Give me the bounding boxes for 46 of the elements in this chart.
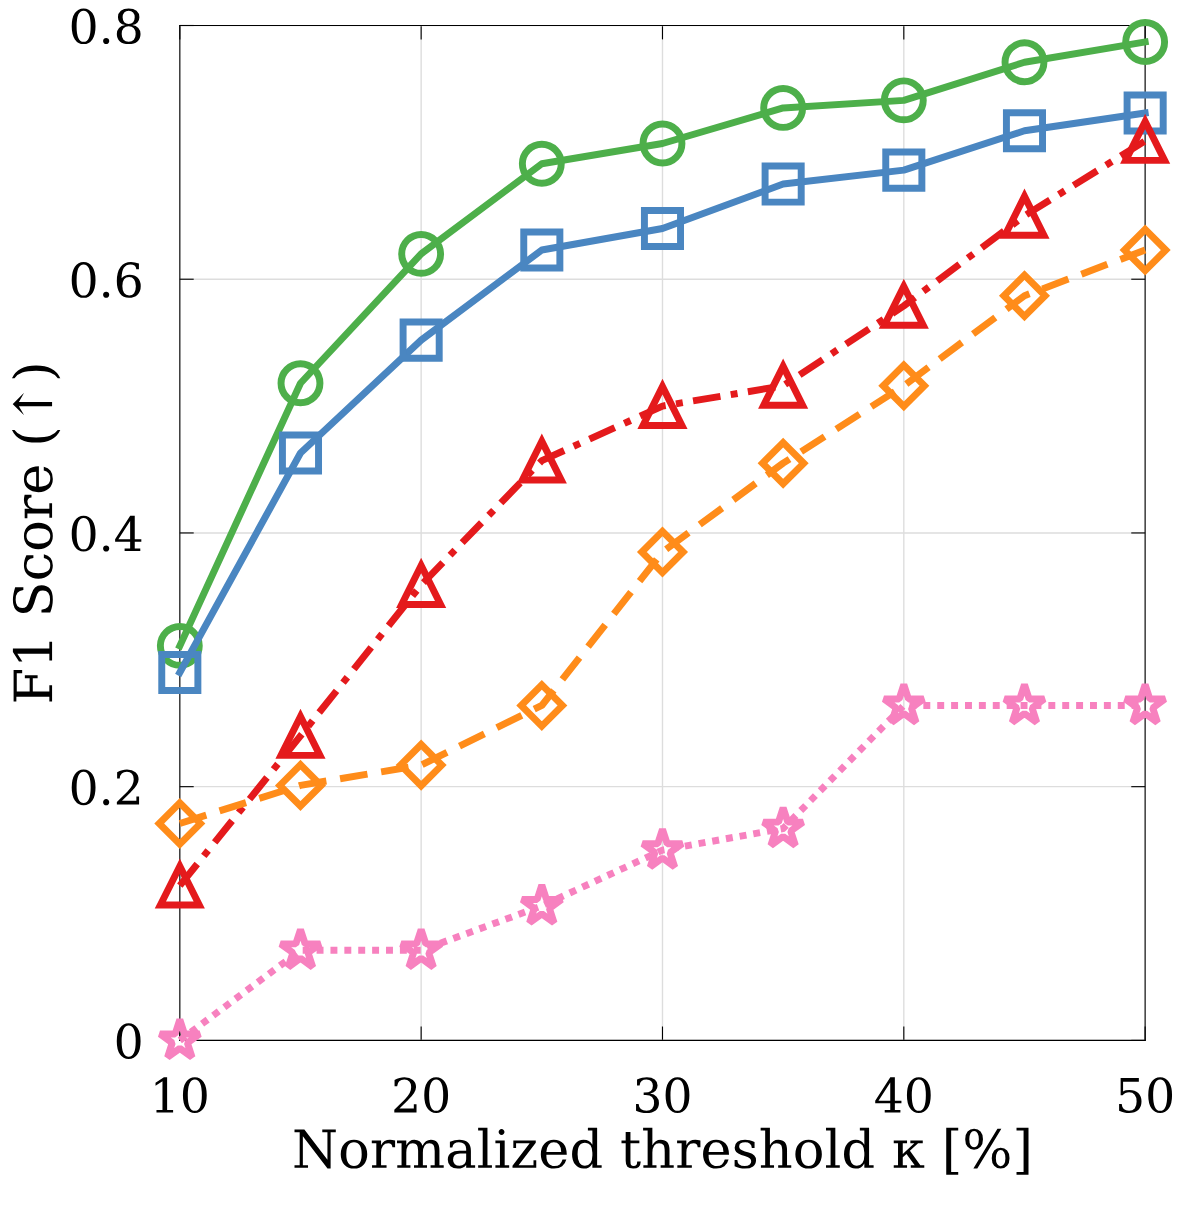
point [156, 1016, 204, 1061]
point [1000, 271, 1049, 320]
point [639, 120, 686, 167]
point [880, 681, 928, 726]
point [517, 681, 566, 730]
point [1002, 109, 1046, 153]
point [1001, 681, 1048, 726]
point [882, 148, 926, 192]
point [397, 741, 446, 790]
point [760, 85, 807, 131]
point [640, 206, 685, 250]
y-axis-title: F1 Score (↑) [11, 365, 61, 702]
point [1121, 225, 1170, 275]
y-tick-label: 0 [116, 1023, 141, 1060]
point [759, 804, 807, 849]
point [759, 439, 808, 488]
y-tick-label: 0.8 [71, 8, 141, 45]
x-tick-label: 30 [636, 1077, 690, 1114]
point [155, 799, 204, 848]
point [277, 360, 324, 407]
y-tick-label: 0.2 [71, 769, 140, 806]
point [1001, 39, 1048, 86]
point [399, 318, 443, 362]
point [518, 881, 566, 927]
point [518, 140, 565, 187]
point [639, 825, 686, 871]
x-tick-label: 50 [1119, 1077, 1173, 1114]
point [879, 361, 928, 410]
point [520, 228, 564, 272]
point [638, 527, 687, 577]
x-tick-label: 10 [155, 1077, 207, 1114]
x-tick-label: 40 [875, 1077, 931, 1114]
x-tick-label: 20 [394, 1077, 449, 1114]
y-tick-label: 0.4 [71, 515, 142, 552]
x-axis-title: Normalized threshold κ [%] [294, 1127, 1029, 1175]
point [397, 926, 445, 971]
point [1121, 681, 1169, 726]
point [1122, 19, 1169, 65]
y-tick-label: 0.6 [71, 262, 141, 298]
point [276, 761, 325, 810]
point [761, 162, 805, 206]
point [158, 650, 202, 695]
point [880, 77, 927, 124]
point [277, 926, 324, 971]
point [398, 230, 445, 277]
point [278, 431, 323, 475]
